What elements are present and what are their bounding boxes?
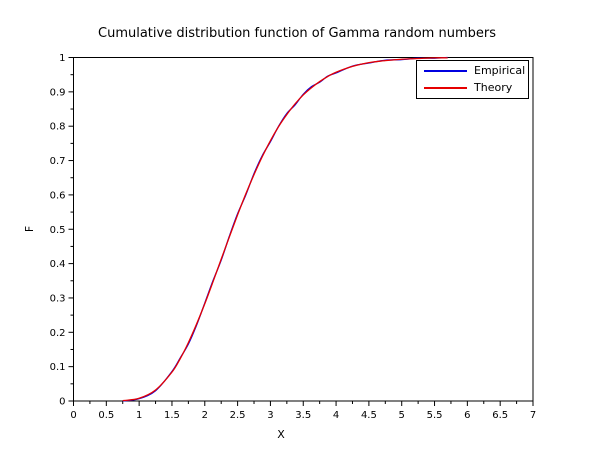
x-tick-label: 3.5 (295, 410, 311, 421)
y-axis-label: F (23, 226, 36, 232)
x-tick-label: 6.5 (492, 410, 508, 421)
x-tick-label: 1.5 (164, 410, 180, 421)
y-tick-label: 0.1 (50, 362, 66, 373)
y-tick-label: 0.4 (50, 259, 66, 270)
x-axis-label: X (277, 428, 285, 441)
legend-label-theory: Theory (474, 81, 513, 94)
legend-item-theory: Theory (417, 81, 528, 95)
y-tick-label: 0 (59, 397, 65, 408)
x-tick-label: 4 (333, 410, 339, 421)
x-tick-label: 1 (136, 410, 142, 421)
x-tick-label: 5 (399, 410, 405, 421)
legend: Empirical Theory (416, 60, 529, 99)
x-tick-label: 0.5 (98, 410, 114, 421)
y-tick-label: 1 (59, 53, 65, 64)
curve-empirical (122, 56, 448, 402)
x-tick-label: 2 (202, 410, 208, 421)
chart-title: Cumulative distribution function of Gamm… (98, 26, 496, 41)
y-tick-label: 0.3 (50, 293, 66, 304)
y-tick-label: 0.6 (50, 190, 66, 201)
empirical-line-sample (424, 70, 467, 72)
plot-border (73, 57, 534, 402)
legend-item-empirical: Empirical (417, 64, 528, 78)
x-tick-label: 5.5 (427, 410, 443, 421)
curve-theory (122, 57, 448, 402)
legend-label-empirical: Empirical (474, 64, 526, 77)
x-tick-label: 0 (70, 410, 76, 421)
x-tick-label: 6 (464, 410, 470, 421)
axes: 0 0.5 1 1.5 2 2.5 3 3.5 4 4.5 5 5.5 6 6.5 7 0 0.1 0.2 0.3 0… (50, 53, 537, 421)
theory-line-sample (424, 87, 467, 89)
y-tick-label: 0.5 (50, 225, 66, 236)
y-tick-label: 0.9 (50, 87, 66, 98)
y-tick-label: 0.8 (50, 122, 66, 133)
x-tick-label: 2.5 (230, 410, 246, 421)
x-tick-label: 3 (267, 410, 273, 421)
curves (122, 56, 448, 402)
x-tick-label: 7 (530, 410, 536, 421)
y-tick-label: 0.7 (50, 156, 66, 167)
y-tick-label: 0.2 (50, 328, 66, 339)
x-tick-label: 4.5 (361, 410, 377, 421)
